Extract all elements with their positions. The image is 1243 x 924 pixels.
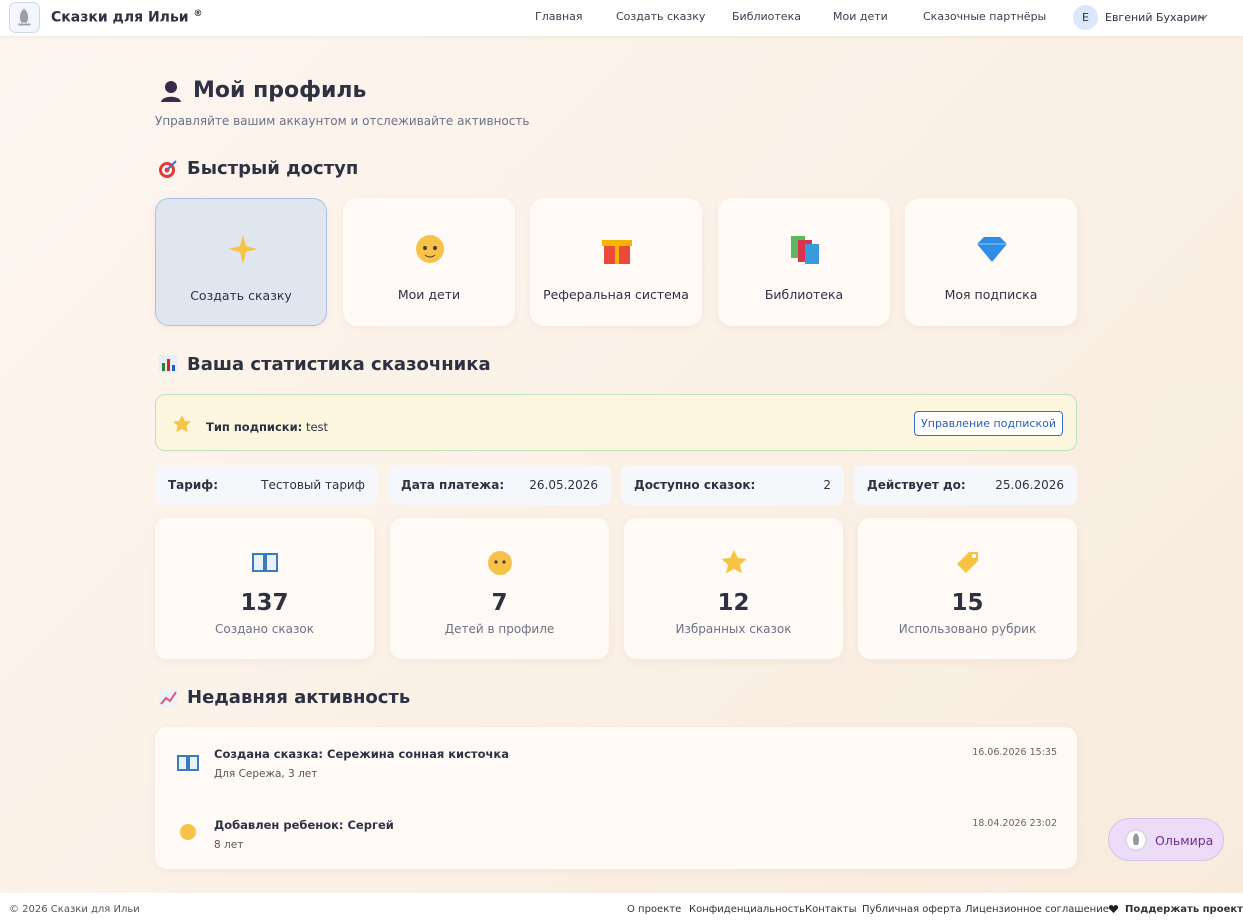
subscription-type: Тип подписки: test bbox=[206, 420, 328, 434]
baby-icon bbox=[416, 235, 444, 263]
stat-number: 137 bbox=[240, 590, 289, 616]
footer-link[interactable]: Лицензионное соглашение bbox=[965, 904, 1109, 915]
tag-icon bbox=[957, 552, 978, 573]
quick-card[interactable]: Библиотека bbox=[718, 198, 890, 326]
quick-card-label: Мои дети bbox=[397, 287, 461, 302]
footer-link[interactable]: Контакты bbox=[805, 904, 857, 915]
detail-box: Доступно сказок: 2 bbox=[621, 465, 844, 505]
detail-label: Тариф: bbox=[168, 478, 218, 492]
logo[interactable] bbox=[9, 2, 40, 33]
baby-icon bbox=[488, 551, 512, 575]
detail-value: 2 bbox=[823, 478, 831, 492]
stat-number: 12 bbox=[717, 590, 750, 616]
detail-label: Доступно сказок: bbox=[634, 478, 756, 492]
stat-label: Избранных сказок bbox=[675, 622, 792, 636]
quick-card[interactable]: Моя подписка bbox=[905, 198, 1077, 326]
chevron bbox=[1198, 14, 1208, 20]
activity-time: 16.06.2026 15:35 bbox=[972, 747, 1057, 758]
header: Сказки для Ильи ® Главная Создать сказку… bbox=[0, 0, 1243, 36]
user-avatar: Е bbox=[1073, 5, 1098, 30]
footer-link[interactable]: Конфиденциальность bbox=[689, 904, 806, 915]
activity-title: Добавлен ребенок: Сергей bbox=[214, 818, 394, 832]
nav-link[interactable]: Мои дети bbox=[833, 10, 888, 23]
stat-card: 137 Создано сказок bbox=[155, 518, 374, 659]
subscription-label: Тип подписки: bbox=[206, 420, 303, 434]
stat-card: 7 Детей в профиле bbox=[390, 518, 609, 659]
quick-card[interactable]: Мои дети bbox=[343, 198, 515, 326]
quick-card-label: Моя подписка bbox=[944, 287, 1038, 302]
nav-link[interactable]: Главная bbox=[535, 10, 583, 23]
stat-card: 12 Избранных сказок bbox=[624, 518, 843, 659]
detail-label: Дата платежа: bbox=[401, 478, 505, 492]
detail-box: Действует до: 25.06.2026 bbox=[854, 465, 1077, 505]
activity-detail: 8 лет bbox=[214, 839, 244, 851]
footer-link[interactable]: О проекте bbox=[627, 904, 682, 915]
activity-time: 18.04.2026 23:02 bbox=[972, 818, 1057, 829]
activity-title: Создана сказка: Сережина сонная кисточка bbox=[214, 747, 509, 761]
nav-link[interactable]: Библиотека bbox=[732, 10, 801, 23]
profile-icon bbox=[161, 81, 181, 102]
book-icon bbox=[252, 553, 278, 572]
detail-box: Дата платежа: 26.05.2026 bbox=[388, 465, 611, 505]
manage-subscription-button[interactable]: Управление подпиской bbox=[914, 411, 1063, 436]
chat-button[interactable]: Ольмира bbox=[1108, 818, 1224, 861]
detail-value: 26.05.2026 bbox=[529, 478, 598, 492]
quick-card-label: Библиотека bbox=[764, 287, 844, 302]
trend-icon bbox=[159, 689, 177, 707]
user-name: Евгений Бухарин bbox=[1105, 11, 1205, 24]
footer-link[interactable]: Публичная оферта bbox=[862, 904, 962, 915]
sparkles-icon bbox=[228, 235, 257, 264]
activity-list: Создана сказка: Сережина сонная кисточка… bbox=[155, 727, 1077, 869]
quick-card[interactable]: Создать сказку bbox=[155, 198, 327, 326]
chat-avatar bbox=[1125, 829, 1147, 851]
gift-icon bbox=[602, 240, 632, 264]
detail-box: Тариф: Тестовый тариф bbox=[155, 465, 378, 505]
nav-link[interactable]: Создать сказку bbox=[616, 10, 706, 23]
subscription-banner: Тип подписки: test Управление подпиской bbox=[155, 394, 1077, 451]
stat-label: Использовано рубрик bbox=[898, 622, 1037, 636]
section-title: Ваша статистика сказочника bbox=[187, 354, 491, 375]
nav-link[interactable]: Сказочные партнёры bbox=[923, 10, 1047, 23]
star-icon bbox=[173, 415, 191, 432]
brand[interactable]: Сказки для Ильи ® bbox=[51, 9, 202, 26]
diamond-icon bbox=[977, 237, 1007, 262]
subscription-value: test bbox=[305, 420, 329, 434]
section-title: Недавняя активность bbox=[187, 687, 411, 708]
chart-icon bbox=[159, 355, 177, 373]
footer: © 2026 Сказки для Ильи О проекте Конфиде… bbox=[0, 893, 1243, 924]
stat-number: 15 bbox=[951, 590, 984, 616]
target-icon bbox=[159, 160, 177, 178]
stat-number: 7 bbox=[491, 590, 508, 616]
activity-detail: Для Сережа, 3 лет bbox=[214, 768, 318, 780]
page-subtitle: Управляйте вашим аккаунтом и отслеживайт… bbox=[155, 114, 530, 128]
star-icon bbox=[721, 550, 747, 574]
detail-value: 25.06.2026 bbox=[995, 478, 1064, 492]
section-title: Быстрый доступ bbox=[187, 158, 359, 179]
brand-mark: ® bbox=[193, 9, 203, 19]
detail-value: Тестовый тариф bbox=[261, 478, 365, 492]
quick-card-label: Реферальная система bbox=[543, 287, 689, 302]
chat-label: Ольмира bbox=[1155, 833, 1214, 848]
stat-label: Создано сказок bbox=[215, 622, 314, 636]
user-menu[interactable]: Е Евгений Бухарин bbox=[1066, 2, 1222, 33]
baby-icon bbox=[180, 824, 196, 840]
heart-icon bbox=[1108, 905, 1119, 913]
books-icon bbox=[791, 236, 819, 264]
quick-card[interactable]: Реферальная система bbox=[530, 198, 702, 326]
support-link[interactable]: Поддержать проект bbox=[1125, 904, 1243, 915]
stat-card: 15 Использовано рубрик bbox=[858, 518, 1077, 659]
quick-card-label: Создать сказку bbox=[190, 288, 292, 303]
brand-name: Сказки для Ильи bbox=[51, 9, 189, 26]
detail-label: Действует до: bbox=[867, 478, 966, 492]
copyright: © 2026 Сказки для Ильи bbox=[9, 904, 140, 915]
book-icon bbox=[177, 755, 199, 771]
stat-label: Детей в профиле bbox=[444, 622, 555, 636]
page-title: Мой профиль bbox=[193, 78, 367, 103]
